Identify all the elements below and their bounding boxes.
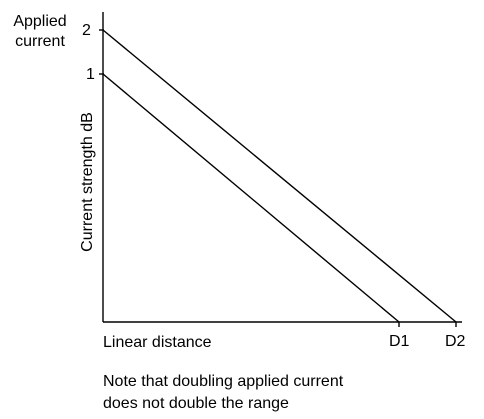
x-tick-d1: D1 [389,333,410,350]
y-tick-2: 2 [82,22,91,39]
y-axis-label: Current strength dB [79,112,96,252]
series-line-2-to-d2 [102,29,457,323]
x-axis-label: Linear distance [103,334,212,351]
chart-note: Note that doubling applied current does … [103,373,344,412]
x-tick-d2: D2 [445,333,466,350]
applied-current-label: Applied current [13,13,67,50]
series-line-1-to-d1 [102,73,400,323]
y-tick-1: 1 [86,66,95,83]
